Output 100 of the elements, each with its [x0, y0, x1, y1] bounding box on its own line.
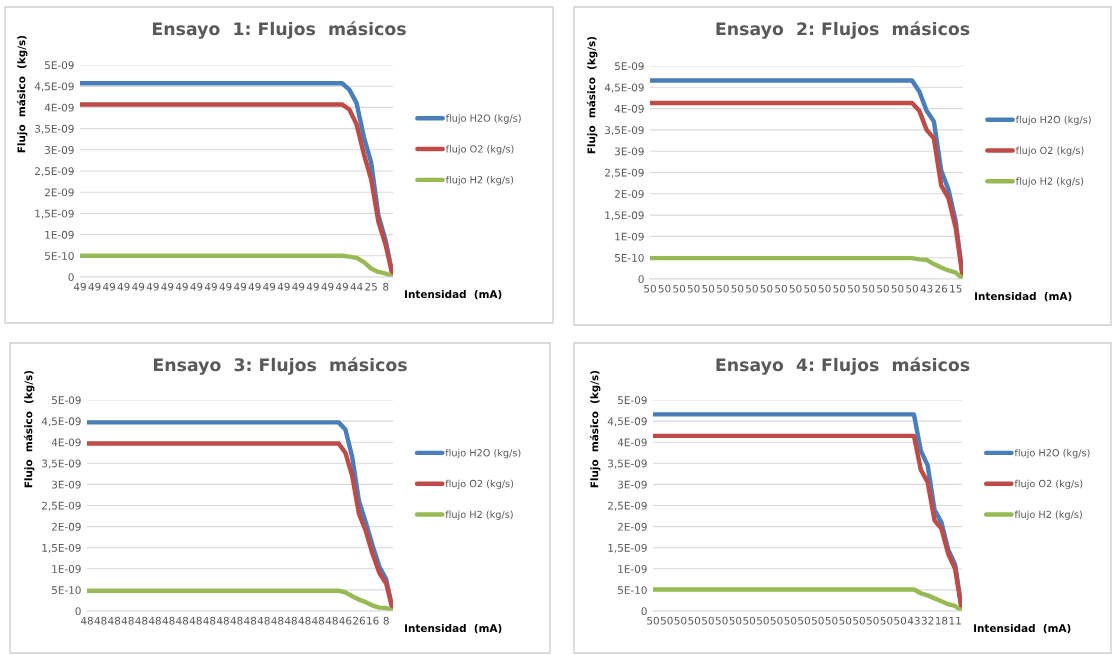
x-tick-label: 48 [135, 616, 148, 625]
y-tick-label: 5E-10 [615, 253, 644, 262]
x-tick-label: 44 [350, 282, 363, 291]
y-tick-label: 5E-10 [45, 252, 74, 260]
x-tick-label: 50 [746, 284, 758, 293]
x-tick-label: 48 [325, 616, 338, 625]
x-tick-label: 49 [117, 282, 130, 291]
y-tick-label: 0 [641, 607, 647, 616]
x-tick-label: 49 [175, 282, 188, 291]
x-tick-label: 50 [833, 284, 846, 293]
y-tick-label: 4,5E-09 [607, 417, 647, 427]
y-tick-label: 5E-09 [615, 62, 644, 71]
y-tick-label: 2E-09 [44, 188, 74, 197]
legend-label: flujo H2 (kg/s) [445, 175, 514, 186]
x-tick-label: 48 [176, 616, 189, 625]
y-tick-label: 1E-09 [52, 565, 81, 573]
chart-title: Ensayo 4: Flujos másicos [716, 357, 970, 375]
line-series [653, 587, 962, 611]
x-tick-label: 32 [921, 616, 934, 625]
x-tick-label: 50 [688, 616, 701, 625]
x-tick-label: 50 [906, 284, 918, 293]
y-tick-label: 5E-09 [45, 61, 74, 70]
x-tick-label: 50 [716, 284, 729, 293]
x-axis-title: Intensidad (mA) [405, 624, 502, 634]
x-tick-label: 49 [103, 282, 116, 291]
x-tick-label: 49 [234, 282, 247, 291]
x-tick-label: 48 [230, 616, 243, 625]
x-tick-label: 50 [660, 616, 673, 625]
x-tick-label: 50 [811, 616, 824, 625]
x-tick-label: 50 [647, 616, 659, 625]
x-tick-label: 49 [146, 282, 159, 291]
y-tick-label: 4E-09 [617, 438, 647, 447]
x-tick-label: 50 [804, 284, 817, 293]
x-tick-label: 50 [775, 284, 787, 293]
y-tick-label: 3,5E-09 [605, 126, 644, 136]
legend-label: flujo O2 (kg/s) [445, 479, 514, 490]
x-tick-label: 50 [866, 616, 879, 625]
y-tick-label: 4,5E-09 [34, 82, 74, 92]
y-tick-label: 3,5E-09 [42, 459, 81, 469]
line-series [87, 588, 393, 611]
x-tick-label: 48 [203, 616, 216, 625]
line-series [650, 255, 963, 279]
x-tick-label: 48 [148, 616, 161, 625]
x-tick-label: 46 [339, 616, 352, 625]
y-tick-label: 4E-09 [44, 103, 74, 112]
y-tick-label: 0 [68, 273, 74, 282]
x-tick-label: 15 [950, 284, 962, 293]
y-tick-label: 0 [638, 275, 644, 284]
y-tick-label: 1E-09 [618, 565, 647, 573]
x-tick-label: 49 [73, 282, 86, 291]
x-tick-label: 50 [880, 616, 893, 625]
x-tick-label: 48 [80, 616, 93, 625]
x-tick-label: 8 [383, 282, 389, 291]
x-tick-label: 48 [284, 616, 297, 625]
y-axis-title: Flujo másico (kg/s) [16, 35, 28, 153]
x-tick-label: 49 [219, 282, 232, 291]
y-tick-label: 2E-09 [614, 190, 644, 198]
x-tick-label: 48 [108, 616, 121, 625]
y-tick-label: 2,5E-09 [605, 168, 644, 178]
x-tick-label: 48 [312, 616, 325, 625]
y-tick-label: 3E-09 [615, 147, 644, 156]
y-tick-label: 4E-09 [51, 438, 81, 447]
x-tick-label: 50 [789, 284, 802, 293]
x-tick-label: 26 [935, 284, 948, 293]
x-tick-label: 50 [798, 616, 810, 625]
chart-title: Ensayo 1: Flujos másicos [152, 21, 406, 39]
legend-label: flujo H2O (kg/s) [445, 448, 521, 459]
x-tick-label: 48 [189, 616, 202, 625]
y-tick-label: 5E-09 [52, 396, 81, 405]
x-tick-label: 48 [94, 616, 107, 625]
x-axis-title: Intensidad (mA) [405, 290, 502, 300]
x-tick-label: 50 [715, 616, 728, 625]
x-tick-label: 50 [891, 284, 904, 293]
y-tick-label: 1,5E-09 [35, 209, 74, 219]
x-tick-label: 49 [292, 282, 305, 291]
x-tick-label: 48 [244, 616, 257, 625]
x-tick-label: 49 [306, 282, 319, 291]
x-tick-label: 49 [277, 282, 290, 291]
y-tick-label: 2,5E-09 [42, 501, 81, 511]
x-tick-label: 50 [644, 284, 656, 293]
y-axis-title: Flujo másico (kg/s) [586, 36, 598, 154]
x-tick-label: 26 [353, 616, 365, 625]
y-tick-label: 4,5E-09 [604, 83, 644, 93]
y-tick-label: 4,5E-09 [41, 417, 81, 427]
x-tick-label: 49 [161, 282, 174, 291]
y-tick-label: 5E-10 [618, 586, 647, 595]
x-tick-label: 49 [132, 282, 145, 291]
legend-label: flujo H2 (kg/s) [1015, 177, 1084, 187]
x-tick-label: 50 [847, 284, 860, 293]
x-tick-label: 50 [702, 616, 714, 625]
y-tick-label: 1E-09 [45, 230, 74, 239]
x-tick-label: 50 [729, 616, 742, 625]
line-series [80, 253, 393, 277]
legend-label: flujo H2O (kg/s) [1014, 448, 1090, 459]
y-tick-label: 5E-10 [52, 586, 81, 595]
y-tick-label: 1E-09 [615, 232, 644, 241]
x-tick-label: 50 [770, 616, 783, 625]
x-tick-label: 43 [907, 616, 920, 625]
legend-label: flujo H2O (kg/s) [1015, 115, 1091, 126]
legend-label: flujo O2 (kg/s) [1015, 146, 1084, 156]
